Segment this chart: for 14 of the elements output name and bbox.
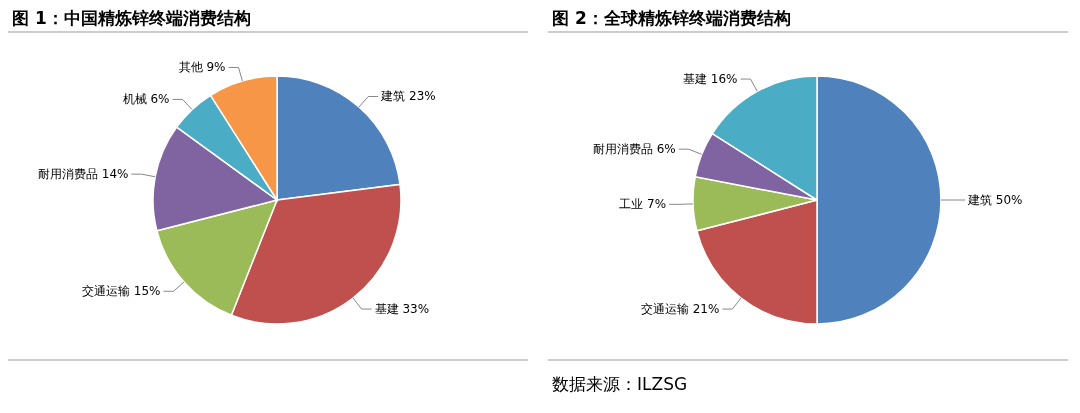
slice-label: 建筑 50% bbox=[967, 193, 1023, 207]
chart-title: 图 1：中国精炼锌终端消费结构 bbox=[12, 8, 251, 28]
slice-label: 工业 7% bbox=[619, 197, 667, 212]
source-note: 数据来源：ILZSG bbox=[552, 374, 688, 394]
slice-label: 交通运输 21% bbox=[640, 302, 720, 317]
slice-label: 机械 6% bbox=[122, 92, 170, 107]
chart-title: 图 2：全球精炼锌终端消费结构 bbox=[552, 8, 791, 28]
slice-label: 基建 16% bbox=[683, 72, 738, 87]
slice-label: 耐用消费品 14% bbox=[37, 167, 129, 182]
slice-label: 交通运输 15% bbox=[81, 284, 161, 299]
slice-label: 耐用消费品 6% bbox=[592, 142, 676, 157]
slice-label: 其他 9% bbox=[178, 60, 226, 75]
slice-label: 基建 33% bbox=[374, 302, 430, 317]
slice-label: 建筑 23% bbox=[380, 89, 436, 104]
